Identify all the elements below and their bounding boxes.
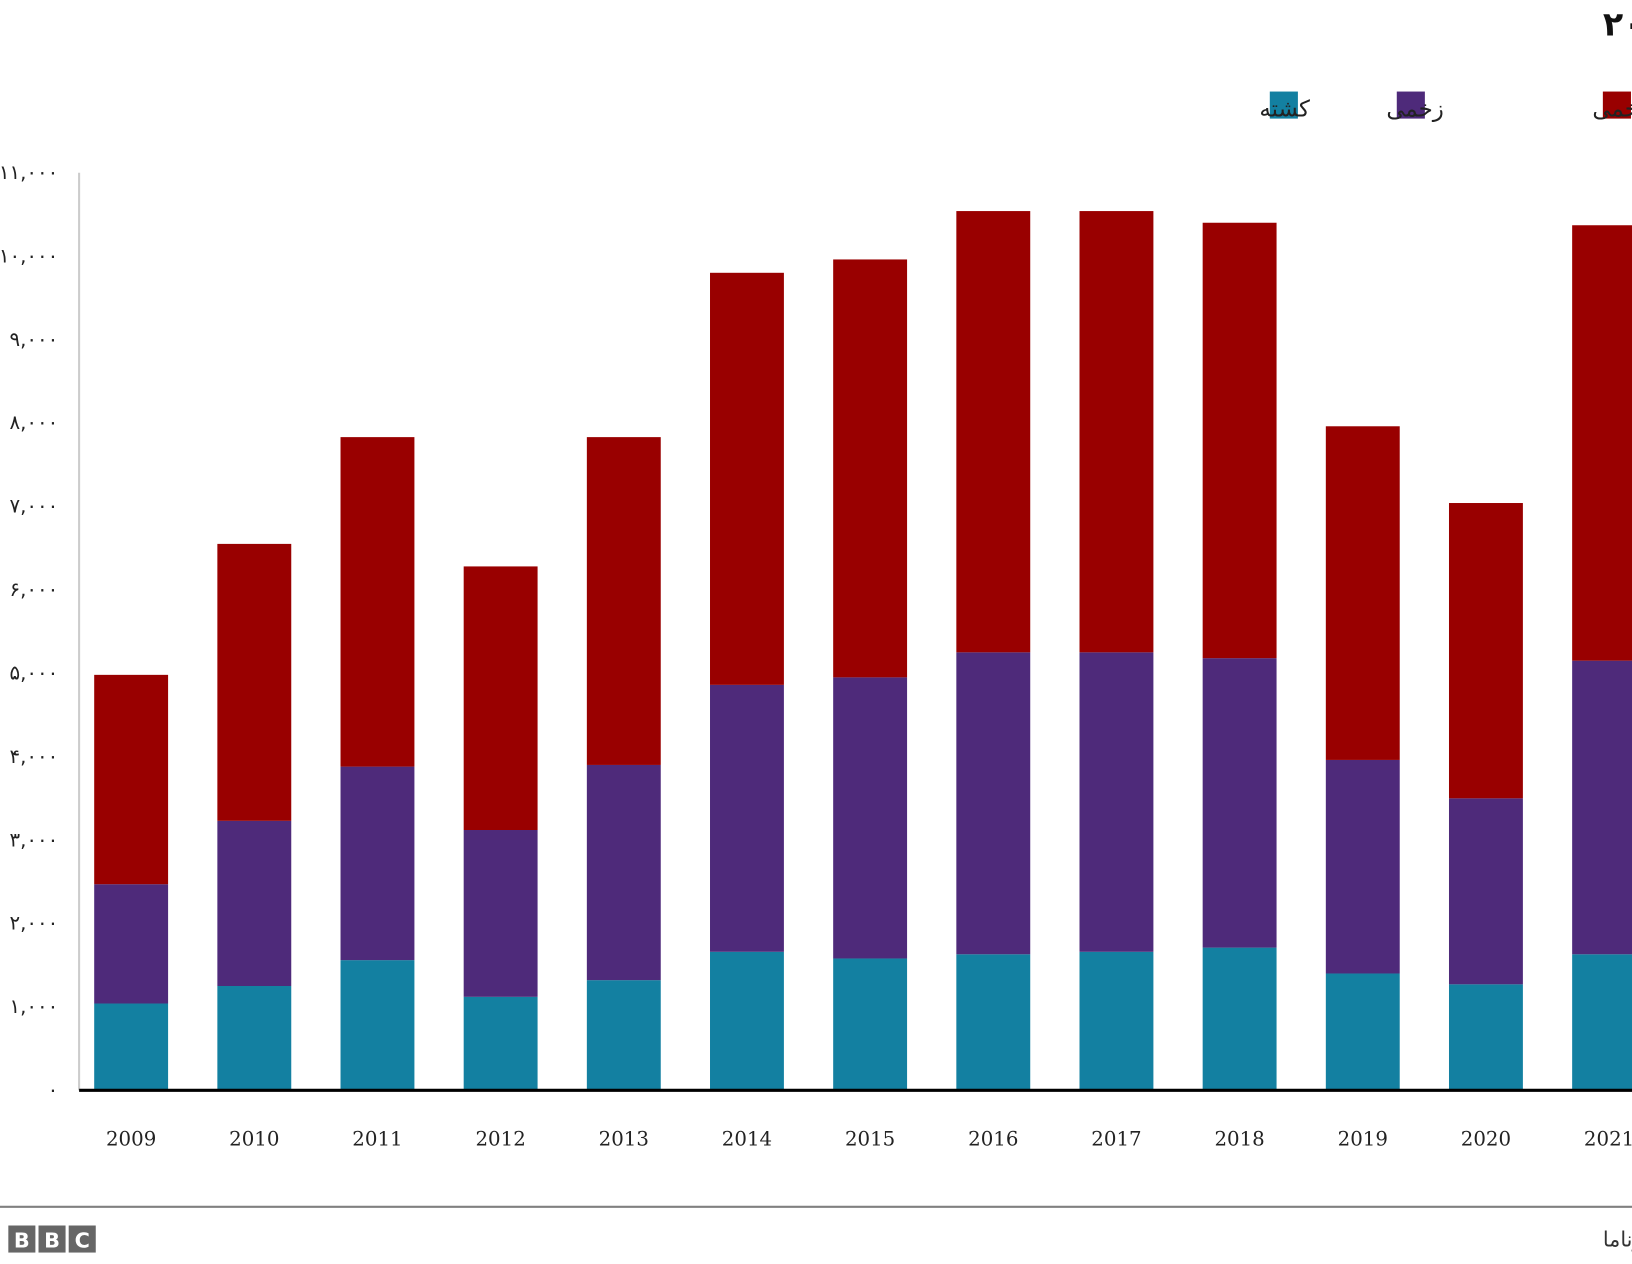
svg-text:B: B — [14, 1228, 30, 1252]
y-tick-label: ۸,۰۰۰ — [10, 411, 59, 434]
bar-2017-series-1 — [1079, 652, 1154, 952]
bar-2015-series-0 — [833, 958, 908, 1091]
bar-2018-series-0 — [1202, 947, 1277, 1091]
bar-2017-series-2 — [1079, 211, 1154, 653]
bar-2011-series-1 — [340, 766, 415, 961]
bar-2020-series-1 — [1448, 798, 1523, 985]
bar-2016-series-1 — [956, 652, 1031, 955]
x-tick-label: 2012 — [475, 1127, 525, 1150]
legend-swatch-1 — [1396, 91, 1425, 119]
bar-2012-series-2 — [463, 566, 538, 831]
x-tick-label: 2014 — [722, 1127, 772, 1150]
bar-2013-series-1 — [586, 764, 661, 981]
bar-2013-series-0 — [586, 980, 661, 1091]
svg-text:B: B — [44, 1228, 60, 1252]
bar-2021-series-1 — [1572, 660, 1632, 955]
legend-label-1: زخمی — [1386, 97, 1443, 123]
x-tick-label: 2018 — [1214, 1127, 1264, 1150]
x-tick-label: 2017 — [1091, 1127, 1141, 1150]
bar-2019-series-1 — [1325, 759, 1400, 974]
bar-2009-series-2 — [94, 674, 169, 885]
bar-2021-series-0 — [1572, 954, 1632, 1091]
legend-label-2: کشته و زخمی — [1592, 97, 1632, 123]
y-axis: ۰ ۱,۰۰۰ ۲,۰۰۰ ۳,۰۰۰ ۴,۰۰۰ ۵,۰۰۰ ۶,۰۰۰ ۷,۰۰۰ ۸,۰۰… — [0, 161, 81, 1102]
bar-2016-series-0 — [956, 954, 1031, 1091]
bar-2020-series-2 — [1448, 503, 1523, 799]
x-tick-label: 2013 — [599, 1127, 649, 1150]
bar-2018-series-2 — [1202, 222, 1277, 659]
bar-2015-series-1 — [833, 677, 908, 959]
y-tick-label: ۱۱,۰۰۰ — [0, 161, 58, 184]
legend-label-0: کشته — [1259, 97, 1310, 123]
x-tick-label: 2015 — [845, 1127, 895, 1150]
y-tick-label: ۹,۰۰۰ — [10, 328, 59, 351]
y-tick-label: ۷,۰۰۰ — [10, 495, 59, 518]
legend: کشته و زخمی زخمی کشته — [1259, 91, 1632, 123]
bar-2014-series-2 — [710, 272, 784, 685]
bar-2011-series-0 — [340, 960, 415, 1091]
x-tick-label: 2011 — [352, 1127, 402, 1150]
y-tick-label: ۴,۰۰۰ — [10, 745, 59, 768]
y-tick-label: ۱۰,۰۰۰ — [0, 244, 58, 267]
bar-2015-series-2 — [833, 259, 908, 678]
bar-2018-series-1 — [1202, 658, 1277, 948]
legend-swatch-2 — [1602, 91, 1631, 119]
chart-title: تلفات غیرنظامیان افغان از سال۲۰۰۹ الی ۲۰… — [1603, 4, 1632, 44]
y-tick-label: ۵,۰۰۰ — [10, 661, 59, 684]
bar-2012-series-0 — [463, 996, 538, 1091]
bar-2011-series-2 — [340, 437, 415, 767]
x-axis: 2009 2010 2011 2012 2013 2014 2015 2016 2017 2018… — [79, 1088, 1632, 1150]
bar-2009-series-1 — [94, 884, 169, 1004]
bar-2010-series-0 — [217, 985, 292, 1091]
bar-2016-series-2 — [956, 211, 1031, 653]
x-tick-label: 2010 — [229, 1127, 279, 1150]
x-tick-label: 2019 — [1338, 1127, 1388, 1150]
bar-2019-series-0 — [1325, 973, 1400, 1091]
x-tick-label: 2016 — [968, 1127, 1018, 1150]
bar-2014-series-0 — [710, 951, 784, 1091]
bar-2009-series-0 — [94, 1003, 169, 1091]
bars — [94, 211, 1632, 1091]
bar-2010-series-2 — [217, 543, 292, 821]
y-tick-label: ۶,۰۰۰ — [10, 578, 59, 601]
legend-swatch-0 — [1269, 91, 1298, 119]
bar-2017-series-0 — [1079, 951, 1154, 1091]
y-tick-label: ۱,۰۰۰ — [10, 995, 59, 1018]
x-tick-label: 2009 — [106, 1127, 156, 1150]
x-tick-label: 2020 — [1461, 1127, 1511, 1150]
svg-text:C: C — [75, 1228, 90, 1252]
bar-2020-series-0 — [1448, 984, 1523, 1091]
bar-2013-series-2 — [586, 437, 661, 765]
bar-2019-series-2 — [1325, 426, 1400, 760]
y-tick-label: ۳,۰۰۰ — [10, 828, 59, 851]
y-tick-label: ۰ — [48, 1079, 59, 1102]
source-note: منبع: یوناما — [1603, 1227, 1632, 1251]
bar-2021-series-2 — [1572, 225, 1632, 661]
bar-2012-series-1 — [463, 830, 538, 997]
bbc-logo: B B C — [8, 1225, 96, 1253]
bar-2014-series-1 — [710, 684, 784, 952]
y-tick-label: ۲,۰۰۰ — [10, 912, 59, 935]
x-tick-label: 2021 — [1584, 1127, 1632, 1150]
bar-2010-series-1 — [217, 820, 292, 986]
